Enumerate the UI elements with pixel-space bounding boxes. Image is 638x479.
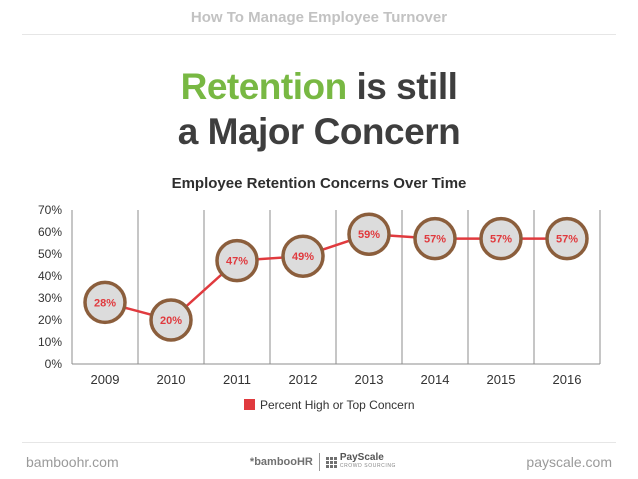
deck-title: How To Manage Employee Turnover — [190, 9, 448, 26]
top-divider — [22, 34, 616, 35]
data-point — [281, 234, 325, 278]
headline-line-2: a Major Concern — [177, 111, 461, 152]
legend-label: Percent High or Top Concern — [260, 398, 415, 412]
data-point — [479, 216, 523, 261]
data-point — [347, 212, 391, 256]
bottom-divider — [22, 442, 616, 443]
data-point — [545, 216, 589, 261]
slide-headline: Retention is still a Major Concern — [0, 64, 638, 154]
footer-url-right[interactable]: payscale.com — [526, 454, 612, 470]
headline-rest: is still — [346, 66, 458, 107]
data-point — [215, 238, 259, 283]
x-tick-label: 2009 — [91, 372, 120, 387]
y-tick-label: 40% — [38, 269, 62, 283]
data-label: 47% — [226, 256, 248, 268]
y-tick-label: 10% — [38, 335, 62, 349]
y-tick-label: 50% — [38, 247, 62, 261]
x-tick-label: 2015 — [487, 372, 516, 387]
data-label: 57% — [556, 234, 578, 246]
data-label: 59% — [358, 229, 380, 241]
data-label: 57% — [424, 234, 446, 246]
payscale-logo: PayScale CROWD SOURCING — [325, 452, 397, 471]
x-tick-label: 2010 — [157, 372, 186, 387]
data-label: 28% — [94, 297, 116, 309]
payscale-logo-name: PayScale — [339, 452, 384, 463]
footer-logos: *bambooHR PayScale CROWD SOURCING — [248, 450, 398, 474]
y-tick-label: 30% — [38, 291, 62, 305]
payscale-dots-icon — [325, 456, 337, 468]
chart-title: Employee Retention Concerns Over Time — [171, 175, 467, 192]
x-tick-label: 2013 — [355, 372, 384, 387]
y-tick-label: 60% — [38, 225, 62, 239]
footer-url-left[interactable]: bamboohr.com — [26, 454, 119, 470]
data-point — [413, 216, 457, 261]
x-tick-label: 2011 — [223, 372, 251, 387]
data-point — [149, 298, 193, 342]
payscale-logo-sub: CROWD SOURCING — [339, 463, 397, 469]
y-tick-label: 0% — [45, 357, 63, 371]
data-point — [83, 280, 127, 325]
headline-accent-word: Retention — [180, 66, 348, 107]
x-tick-label: 2014 — [421, 372, 450, 387]
data-label: 57% — [490, 234, 512, 246]
headline-line-1: Retention is still — [0, 64, 638, 109]
data-label: 20% — [160, 315, 182, 327]
data-label: 49% — [292, 251, 314, 263]
bamboohr-logo: *bambooHR — [249, 456, 313, 468]
x-tick-label: 2016 — [553, 372, 582, 387]
y-tick-label: 20% — [38, 313, 62, 327]
legend-swatch — [244, 399, 255, 410]
logo-divider — [318, 453, 320, 471]
y-tick-label: 70% — [38, 203, 62, 217]
x-tick-label: 2012 — [289, 372, 318, 387]
